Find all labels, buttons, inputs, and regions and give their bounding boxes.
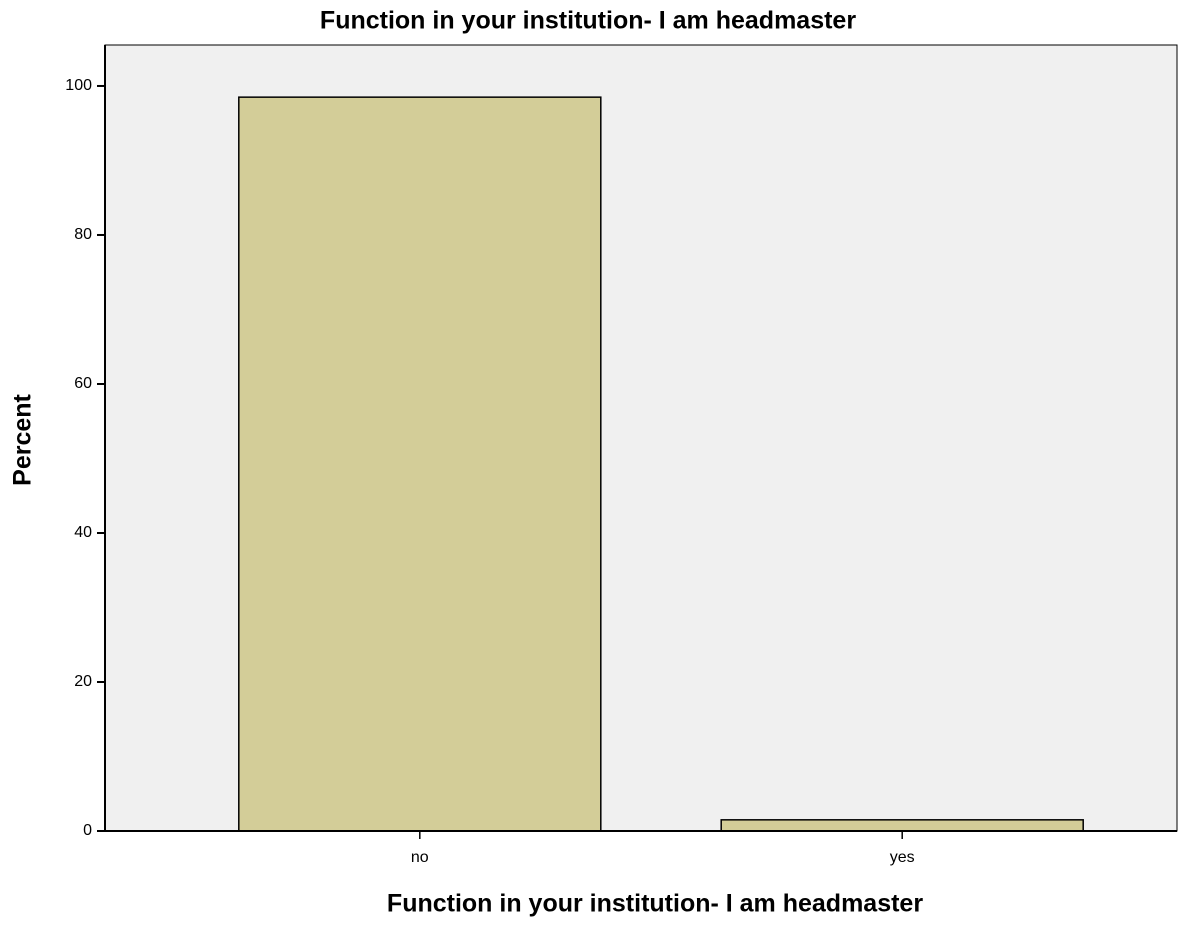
x-axis-label: Function in your institution- I am headm… (387, 890, 923, 918)
y-tick-label: 100 (65, 77, 92, 94)
y-tick-label: 20 (74, 673, 92, 690)
x-tick-label: no (411, 849, 429, 866)
y-tick-label: 0 (83, 822, 92, 839)
x-tick-label: yes (890, 849, 915, 866)
y-axis-label: Percent (9, 393, 37, 485)
bar (720, 819, 1084, 832)
chart-title: Function in your institution- I am headm… (320, 7, 856, 35)
y-tick-label: 80 (74, 226, 92, 243)
y-tick-label: 60 (74, 375, 92, 392)
y-tick-label: 40 (74, 524, 92, 541)
bar (238, 96, 602, 832)
